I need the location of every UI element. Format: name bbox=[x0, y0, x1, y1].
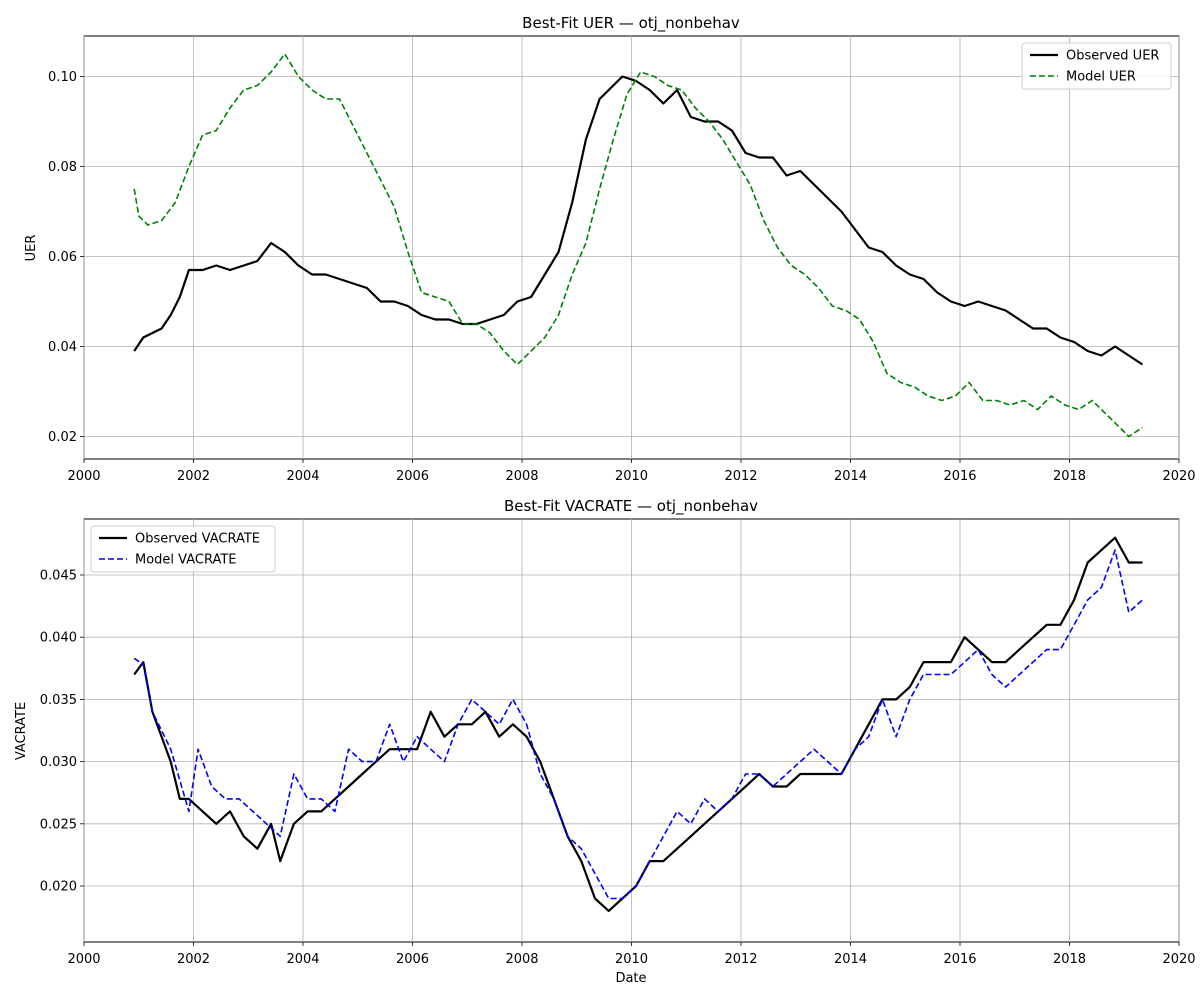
vacrate-x-tick-label: 2014 bbox=[834, 952, 867, 967]
vacrate-x-tick-label: 2000 bbox=[67, 952, 100, 967]
vacrate-y-tick-label: 0.020 bbox=[40, 880, 77, 895]
uer-y-ticks: 0.02 0.04 0.06 0.08 0.10 bbox=[48, 70, 84, 445]
uer-x-ticks: 2000 2002 2004 2006 2008 2010 2012 2014 2016 2018… bbox=[67, 459, 1196, 484]
vacrate-x-tick-label: 2006 bbox=[396, 952, 429, 967]
uer-x-tick-label: 2008 bbox=[505, 469, 538, 484]
vacrate-y-tick-label: 0.035 bbox=[40, 693, 77, 708]
vacrate-legend-box bbox=[90, 525, 276, 573]
vacrate-legend-label: Model VACRATE bbox=[135, 553, 237, 568]
uer-x-tick-label: 2004 bbox=[286, 469, 319, 484]
vacrate-y-tick-label: 0.040 bbox=[40, 631, 77, 646]
uer-x-tick-label: 2014 bbox=[834, 469, 867, 484]
uer-x-tick-label: 2018 bbox=[1053, 469, 1086, 484]
uer-x-tick-label: 2010 bbox=[615, 469, 648, 484]
vacrate-x-tick-label: 2010 bbox=[615, 952, 648, 967]
vacrate-x-ticks: 2000 2002 2004 2006 2008 2010 2012 2014 2016 2018… bbox=[67, 942, 1196, 967]
uer-y-tick-label: 0.04 bbox=[48, 340, 77, 355]
uer-legend-label: Observed UER bbox=[1066, 49, 1159, 64]
uer-legend-label: Model UER bbox=[1066, 70, 1136, 85]
vacrate-chart-title: Best-Fit VACRATE — otj_nonbehav bbox=[504, 497, 758, 516]
uer-y-tick-label: 0.06 bbox=[48, 250, 77, 265]
vacrate-series bbox=[133, 536, 1144, 912]
vacrate-x-tick-label: 2012 bbox=[724, 952, 757, 967]
vacrate-legend: Observed VACRATE Model VACRATE bbox=[90, 525, 276, 573]
vacrate-x-tick-label: 2020 bbox=[1162, 952, 1195, 967]
uer-x-tick-label: 2020 bbox=[1162, 469, 1195, 484]
uer-x-tick-label: 2000 bbox=[67, 469, 100, 484]
uer-x-tick-label: 2002 bbox=[177, 469, 210, 484]
uer-legend: Observed UER Model UER bbox=[1021, 42, 1172, 90]
uer-x-tick-label: 2012 bbox=[724, 469, 757, 484]
vacrate-x-tick-label: 2008 bbox=[505, 952, 538, 967]
uer-y-tick-label: 0.02 bbox=[48, 430, 77, 445]
uer-y-tick-label: 0.10 bbox=[48, 70, 77, 85]
vacrate-chart: Best-Fit VACRATE — otj_nonbehav 2000 2002… bbox=[14, 497, 1196, 986]
vacrate-x-tick-label: 2016 bbox=[943, 952, 976, 967]
vacrate-x-tick-label: 2004 bbox=[286, 952, 319, 967]
vacrate-x-tick-label: 2002 bbox=[177, 952, 210, 967]
uer-series bbox=[133, 53, 1144, 438]
uer-y-tick-label: 0.08 bbox=[48, 160, 77, 175]
uer-gridlines bbox=[83, 36, 1180, 459]
uer-series-line-model bbox=[133, 53, 1143, 438]
vacrate-y-axis-label: VACRATE bbox=[14, 702, 29, 760]
uer-chart-title: Best-Fit UER — otj_nonbehav bbox=[522, 14, 740, 33]
vacrate-x-axis-label: Date bbox=[615, 971, 646, 986]
vacrate-legend-label: Observed VACRATE bbox=[135, 532, 260, 547]
uer-y-axis-label: UER bbox=[24, 235, 39, 262]
vacrate-y-tick-label: 0.025 bbox=[40, 817, 77, 832]
vacrate-y-ticks: 0.020 0.025 0.030 0.035 0.040 0.045 bbox=[40, 568, 84, 895]
uer-x-tick-label: 2006 bbox=[396, 469, 429, 484]
uer-x-tick-label: 2016 bbox=[943, 469, 976, 484]
vacrate-y-tick-label: 0.030 bbox=[40, 755, 77, 770]
uer-legend-box bbox=[1021, 42, 1172, 90]
vacrate-series-line-model bbox=[133, 549, 1144, 900]
vacrate-y-tick-label: 0.045 bbox=[40, 568, 77, 583]
uer-series-line-observed bbox=[133, 75, 1144, 366]
uer-chart: Best-Fit UER — otj_nonbehav 2000 2002 2004… bbox=[24, 14, 1196, 484]
vacrate-x-tick-label: 2018 bbox=[1053, 952, 1086, 967]
